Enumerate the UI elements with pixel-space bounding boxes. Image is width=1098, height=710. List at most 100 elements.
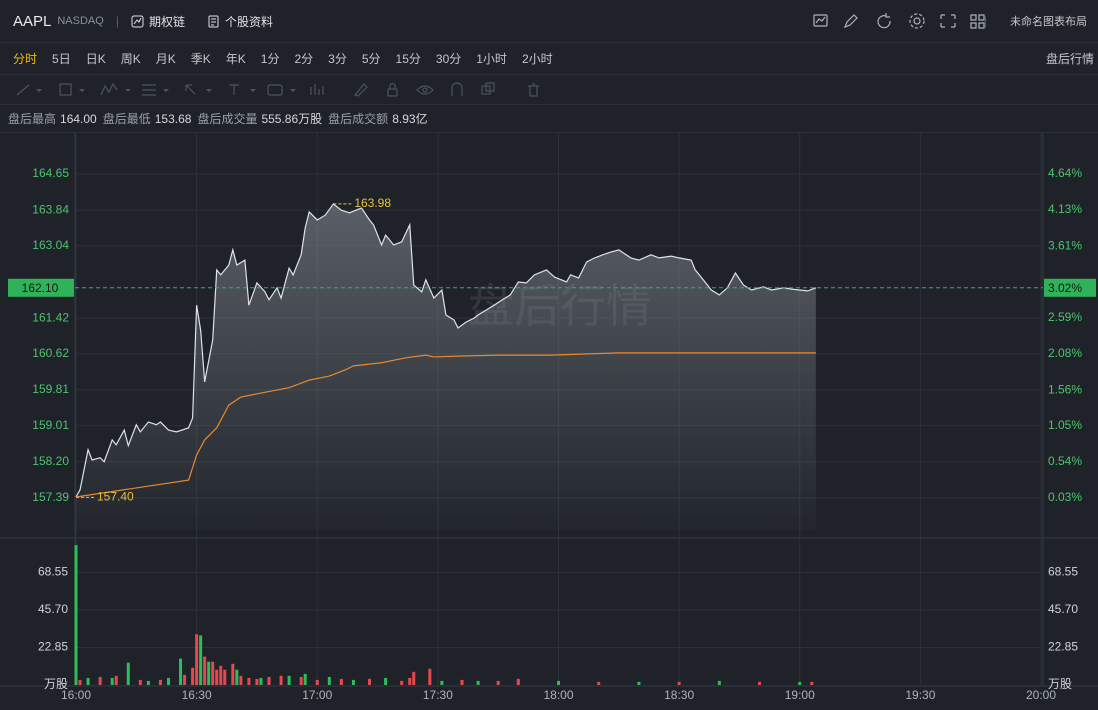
volume-bar: [460, 679, 464, 685]
stat-value: 153.68: [154, 111, 192, 126]
price-line: [75, 203, 817, 498]
toolbar-icons[interactable]: [812, 12, 1012, 32]
y2-tick-label: 4.64%: [1048, 166, 1082, 180]
y2-tick-label: 2.59%: [1048, 310, 1082, 324]
volume-bar: [408, 677, 412, 685]
current-price-box: [8, 278, 74, 297]
x-tick-label: 20:00: [1026, 688, 1056, 702]
volume-bar: [191, 667, 195, 685]
volume-bar: [339, 678, 343, 685]
y2-tick-label: 0.54%: [1048, 454, 1082, 468]
after-hours-tab[interactable]: 盘后行情: [1045, 52, 1094, 66]
volume-bar: [315, 679, 319, 685]
timeframe-tab[interactable]: 2小时: [521, 52, 553, 66]
volume-bar: [78, 679, 82, 685]
link-text: 个股资料: [224, 14, 273, 29]
y2-tick-label: 0.03%: [1048, 490, 1082, 504]
volume-bar: [384, 677, 388, 685]
average-line: [75, 352, 816, 498]
x-tick-label: 16:30: [182, 688, 212, 702]
volume-bar: [428, 668, 432, 685]
volume-bar: [516, 678, 520, 685]
stat-value: 555.86万股: [261, 112, 323, 126]
volume-bar: [637, 681, 641, 685]
volume-bar: [195, 634, 199, 685]
volume-bar: [231, 663, 235, 685]
symbol: AAPL: [13, 12, 52, 30]
x-tick-label: 16:00: [61, 688, 91, 702]
volume-bar: [412, 671, 416, 685]
timeframe-tab[interactable]: 周K: [120, 52, 141, 66]
volume-bar: [259, 677, 263, 685]
timeframe-tab[interactable]: 日K: [85, 52, 106, 66]
y-tick-label: 68.55: [38, 565, 68, 579]
volume-bar: [267, 676, 271, 685]
profile-link[interactable]: 个股资料: [207, 13, 273, 30]
volume-bar: [126, 662, 130, 685]
volume-bar: [351, 679, 355, 685]
volume-bar: [798, 681, 802, 685]
y-tick-label: 163.04: [32, 238, 69, 252]
volume-bar: [239, 675, 243, 685]
layout-name[interactable]: 未命名图表布局: [1010, 16, 1087, 28]
y2-tick-label: 3.61%: [1048, 238, 1082, 252]
timeframe-tab[interactable]: 1分: [260, 52, 280, 66]
stats-row: 盘后最高 164.00 盘后最低 153.68 盘后成交量 555.86万股 盘后成交额 8.…: [0, 105, 1098, 133]
volume-bar: [98, 676, 102, 685]
timeframe-tab[interactable]: 5分: [361, 52, 381, 66]
volume-bar: [183, 674, 187, 685]
volume-bar: [597, 681, 601, 685]
volume-bar: [299, 676, 303, 685]
y-tick-label: 68.55: [1048, 565, 1078, 579]
timeframe-tab[interactable]: 5日: [52, 52, 71, 66]
link-text: 期权链: [148, 14, 185, 29]
volume-bar: [110, 677, 114, 685]
volume-bar: [219, 665, 223, 685]
x-tick-label: 17:00: [302, 688, 332, 702]
y-tick-label: 163.84: [32, 202, 69, 216]
timeframe-tab[interactable]: 月K: [155, 52, 176, 66]
x-tick-label: 19:30: [905, 688, 935, 702]
icon: [131, 15, 144, 27]
volume-bar: [146, 680, 150, 685]
separator: |: [984, 14, 988, 28]
volume-bar: [86, 677, 90, 685]
volume-bar: [717, 680, 721, 685]
options-link[interactable]: 期权链: [131, 13, 185, 30]
timeframe-tab[interactable]: 季K: [190, 52, 211, 66]
y-tick-label: 45.70: [1048, 602, 1078, 616]
volume-bar: [440, 680, 444, 685]
icon: [208, 15, 219, 27]
timeframe-tab[interactable]: 1小时: [476, 52, 507, 66]
y-tick-label: 157.39: [32, 490, 69, 504]
volume-bar: [199, 635, 203, 685]
timeframe-tab[interactable]: 30分: [435, 52, 462, 66]
volume-bar: [368, 678, 372, 685]
y-tick-label: 164.65: [32, 166, 69, 180]
timeframe-tab[interactable]: 2分: [294, 52, 314, 66]
exchange: NASDAQ: [57, 15, 104, 27]
volume-bar: [810, 681, 814, 685]
volume-bar: [400, 680, 404, 685]
current-change-box: [1044, 278, 1096, 297]
volume-unit: 万股: [44, 677, 68, 691]
y-tick-label: 159.01: [32, 418, 69, 432]
volume-bar: [677, 681, 681, 685]
volume-bar: [476, 680, 480, 685]
y-tick-label: 161.42: [32, 310, 69, 324]
y2-tick-label: 1.56%: [1048, 382, 1082, 396]
timeframe-tab[interactable]: 3分: [328, 52, 347, 66]
timeframe-tab[interactable]: 15分: [395, 52, 421, 66]
timeframe-tab[interactable]: 分时: [13, 52, 38, 66]
y-tick-label: 158.20: [32, 454, 69, 468]
volume-bar: [158, 679, 162, 685]
timeframe-tab[interactable]: 年K: [225, 52, 246, 66]
tool-icons[interactable]: [0, 75, 560, 105]
y-tick-label: 160.62: [32, 346, 69, 360]
volume-bar: [223, 669, 227, 685]
current-change-label: 3.02%: [1048, 281, 1082, 295]
volume-bar: [758, 681, 762, 685]
volume-bar: [287, 675, 291, 685]
